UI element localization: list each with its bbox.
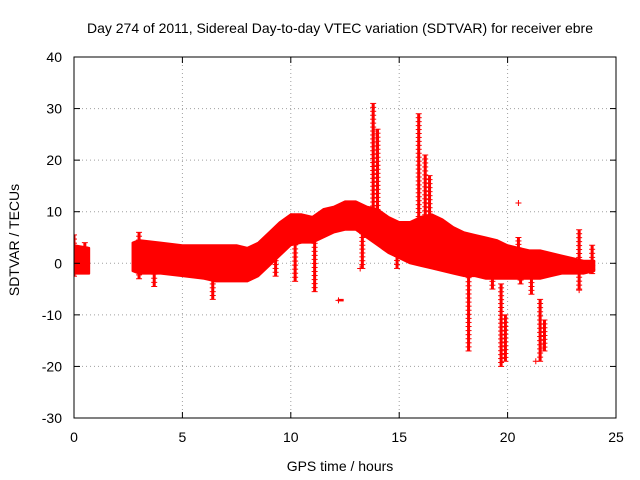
y-tick-label: -30 [42, 410, 62, 426]
y-tick-label: 20 [46, 152, 62, 168]
y-tick-label: 30 [46, 101, 62, 117]
axis-layer: 0 5 10 15 20 25 -30 -20 -10 0 10 20 30 40 [42, 49, 624, 445]
x-tick-label: 10 [283, 429, 299, 445]
data-point-outlier [576, 287, 583, 294]
plot-frame [73, 56, 617, 419]
data-layer [74, 102, 596, 367]
x-tick-label: 25 [608, 429, 624, 445]
data-point-outlier [335, 297, 342, 304]
y-tick-label: 40 [46, 49, 62, 65]
grid-layer [74, 57, 616, 418]
y-tick-label: 0 [54, 255, 62, 271]
y-tick-label: -20 [42, 358, 62, 374]
x-tick-label: 20 [500, 429, 516, 445]
data-point-outlier [515, 199, 522, 206]
y-axis-label: SDTVAR / TECUs [6, 184, 22, 296]
y-tick-label: 10 [46, 204, 62, 220]
data-band [131, 200, 596, 283]
chart-title: Day 274 of 2011, Sidereal Day-to-day VTE… [87, 20, 593, 36]
x-tick-label: 15 [391, 429, 407, 445]
y-tick-label: -10 [42, 307, 62, 323]
x-tick-label: 0 [70, 429, 78, 445]
data-point-outlier [532, 358, 539, 365]
x-axis-label: GPS time / hours [287, 458, 394, 474]
data-point-outlier [357, 265, 364, 272]
x-tick-label: 5 [179, 429, 187, 445]
